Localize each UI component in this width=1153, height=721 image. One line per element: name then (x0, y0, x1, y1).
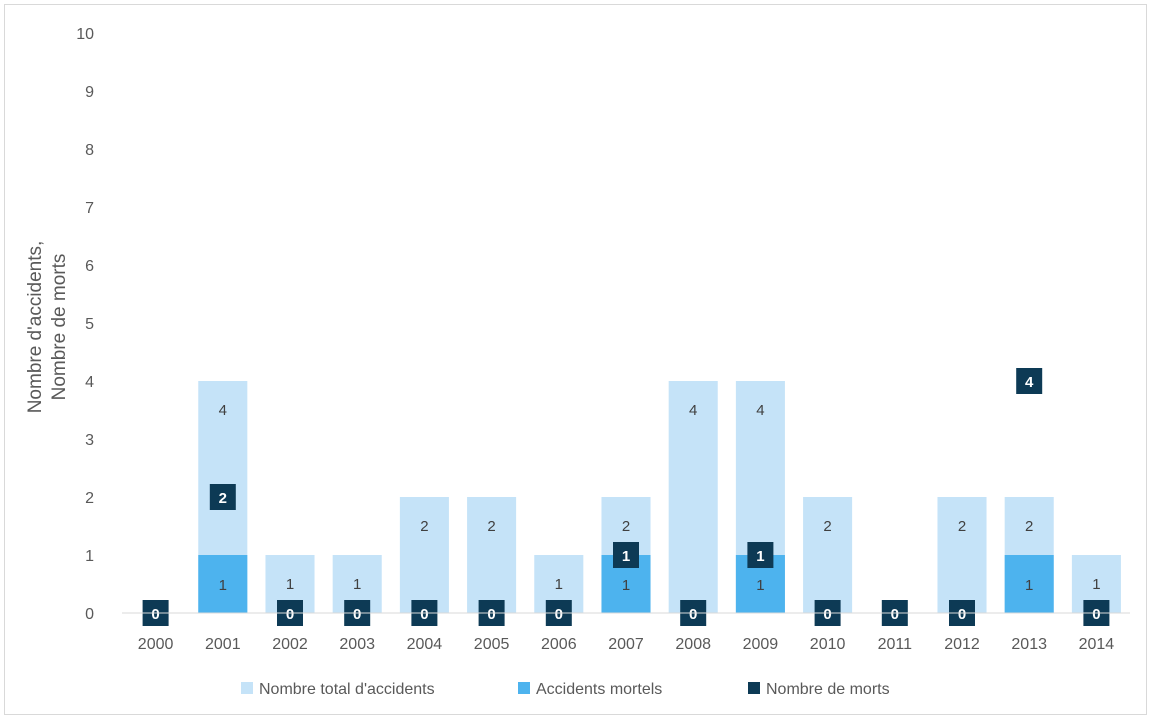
data-label-total-accidents: 2 (823, 518, 831, 535)
marker-deaths: 1 (613, 542, 639, 568)
legend-swatch (518, 682, 530, 694)
legend-label: Nombre de morts (766, 681, 890, 698)
x-tick-label: 2000 (138, 636, 174, 653)
bar-fatal-accidents (1004, 555, 1054, 613)
data-label-deaths: 0 (823, 606, 831, 623)
data-label-deaths: 2 (219, 490, 227, 507)
y-tick-label: 10 (76, 26, 94, 43)
y-tick-label: 2 (85, 490, 94, 507)
x-tick-label: 2011 (878, 636, 913, 653)
y-axis-label-line-2: Nombre de morts (49, 254, 70, 401)
data-label-total-accidents: 1 (286, 576, 294, 593)
data-label-total-accidents: 1 (555, 576, 563, 593)
data-label-fatal-accidents: 1 (756, 577, 764, 594)
legend-swatch (748, 682, 760, 694)
marker-deaths-box (1016, 368, 1043, 394)
y-tick-label: 4 (85, 374, 94, 391)
data-label-fatal-accidents: 1 (219, 577, 227, 594)
data-label-total-accidents: 4 (689, 402, 697, 419)
marker-deaths: 4 (1016, 368, 1043, 394)
data-label-deaths: 0 (555, 606, 563, 623)
legend-label: Nombre total d'accidents (259, 681, 435, 698)
x-tick-label: 2013 (1011, 636, 1047, 653)
data-label-deaths: 4 (1025, 374, 1034, 391)
bar-total-accidents (803, 497, 853, 613)
data-label-deaths: 1 (756, 548, 764, 565)
x-tick-label: 2004 (407, 636, 443, 653)
data-label-deaths: 0 (286, 606, 294, 623)
data-label-total-accidents: 2 (958, 518, 966, 535)
legend-label: Accidents mortels (536, 681, 662, 698)
y-axis-ticks: 0 1 2 3 4 5 6 7 8 9 10 (76, 26, 94, 623)
x-tick-label: 2012 (944, 636, 980, 653)
bar-total-accidents (467, 497, 517, 613)
y-tick-label: 5 (85, 316, 94, 333)
data-label-total-accidents: 2 (420, 518, 428, 535)
y-tick-label: 8 (85, 142, 94, 159)
y-axis-label-line-1: Nombre d'accidents, (25, 241, 46, 414)
bar-total-accidents (668, 381, 718, 613)
x-tick-label: 2014 (1079, 636, 1115, 653)
data-label-deaths: 0 (891, 606, 899, 623)
data-label-total-accidents: 1 (1092, 576, 1100, 593)
x-tick-label: 2009 (743, 636, 779, 653)
x-tick-label: 2005 (474, 636, 510, 653)
data-label-fatal-accidents: 1 (1025, 577, 1033, 594)
y-tick-label: 1 (85, 548, 94, 565)
x-tick-label: 2001 (205, 636, 241, 653)
data-label-deaths: 0 (151, 606, 159, 623)
data-label-total-accidents: 4 (756, 402, 764, 419)
data-label-total-accidents: 4 (219, 402, 227, 419)
marker-deaths-box (209, 484, 236, 510)
bars: 4 1 1 1 2 2 1 2 1 4 4 1 2 2 2 1 1 0 2 0 0 0 0 0 1 0 1 0 0 0 4 0 (142, 368, 1121, 626)
marker-deaths-box (613, 542, 639, 568)
x-tick-label: 2010 (810, 636, 846, 653)
data-label-deaths: 0 (420, 606, 428, 623)
data-label-total-accidents: 2 (622, 518, 630, 535)
y-tick-label: 6 (85, 258, 94, 275)
bar-fatal-accidents (198, 555, 248, 613)
data-label-fatal-accidents: 1 (622, 577, 630, 594)
x-tick-label: 2006 (541, 636, 577, 653)
x-axis-ticks: 2000 2001 2002 2003 2004 2005 2006 2007 2008 2009… (138, 636, 1114, 653)
data-label-total-accidents: 2 (1025, 518, 1033, 535)
data-label-deaths: 0 (487, 606, 495, 623)
legend-swatch (241, 682, 253, 694)
x-tick-label: 2007 (608, 636, 644, 653)
data-label-deaths: 1 (622, 548, 630, 565)
y-axis-label: Nombre d'accidents, Nombre de morts (25, 241, 70, 414)
data-label-deaths: 0 (353, 606, 361, 623)
marker-deaths: 2 (209, 484, 236, 510)
data-label-total-accidents: 2 (487, 518, 495, 535)
x-tick-label: 2003 (339, 636, 375, 653)
bar-total-accidents (399, 497, 449, 613)
chart-frame: Nombre d'accidents, Nombre de morts 0 1 2 3… (4, 4, 1147, 715)
legend-item: Nombre de morts (748, 681, 890, 698)
bar-chart: Nombre d'accidents, Nombre de morts 0 1 2 3… (25, 26, 1130, 698)
legend: Nombre total d'accidents Accidents mortel… (241, 681, 890, 698)
marker-deaths-box (747, 542, 774, 568)
data-label-deaths: 0 (689, 606, 697, 623)
legend-item: Nombre total d'accidents (241, 681, 435, 698)
data-label-deaths: 0 (1092, 606, 1100, 623)
x-tick-label: 2002 (272, 636, 308, 653)
marker-deaths: 1 (747, 542, 774, 568)
data-label-total-accidents: 1 (353, 576, 361, 593)
y-tick-label: 7 (85, 200, 94, 217)
data-label-deaths: 0 (958, 606, 966, 623)
x-tick-label: 2008 (675, 636, 711, 653)
y-tick-label: 0 (85, 606, 94, 623)
y-tick-label: 9 (85, 84, 94, 101)
legend-item: Accidents mortels (518, 681, 662, 698)
bar-total-accidents (937, 497, 987, 613)
y-tick-label: 3 (85, 432, 94, 449)
